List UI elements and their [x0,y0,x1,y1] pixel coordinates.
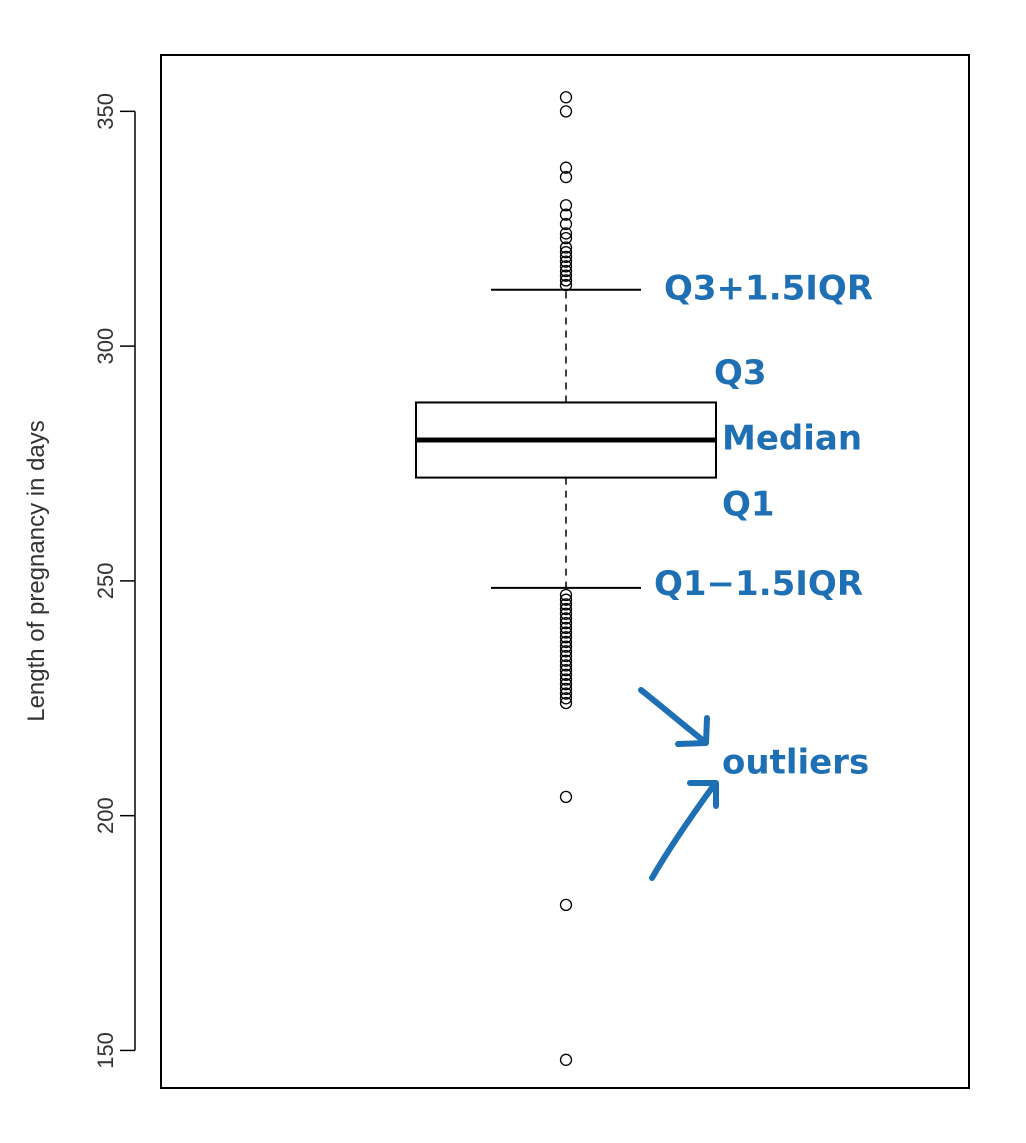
outlier-point [559,635,573,649]
y-axis-title: Length of pregnancy in days [23,420,50,722]
outlier-points [559,91,573,1066]
outlier-point [559,668,573,681]
outlier-point [559,645,573,658]
outlier-point [559,640,573,653]
outlier-point [559,663,573,677]
outlier-point [559,673,573,686]
annotation-label: Q3 [714,353,767,393]
annotation-label: outliers [722,743,869,783]
outlier-point [559,692,573,705]
plot-frame [160,54,970,1089]
outlier-point [559,682,573,696]
outlier-point [559,208,573,221]
outlier-point [559,231,573,245]
y-tick-label: 350 [93,93,118,130]
y-tick-label: 150 [93,1032,118,1069]
outlier-point [559,607,573,620]
arrow-upper [638,687,708,745]
outlier-point [559,626,573,639]
annotation-label: Q3+1.5IQR [664,268,873,308]
outlier-point [559,264,573,278]
annotation-label: Median [722,419,862,459]
outlier-point [559,274,573,287]
arrow-upper-head [675,715,710,747]
outlier-point [559,593,573,606]
y-tick-label: 200 [93,797,118,834]
outlier-point [559,278,573,292]
outlier-point [559,1053,573,1066]
outlier-point [559,217,573,231]
outlier-point [559,617,573,630]
outlier-point [559,602,573,616]
arrow-lower [649,782,717,881]
outlier-point [559,250,573,264]
arrow-lower-head [687,780,719,809]
outlier-point [559,678,573,691]
outlier-point [559,255,573,268]
outlier-point [559,199,573,212]
outlier-point [559,659,573,672]
outlier-point [559,588,573,602]
outlier-point [559,649,573,663]
outlier-point [559,105,573,118]
annotation-arrows [638,687,719,881]
outlier-point [559,687,573,700]
outlier-point [559,227,573,240]
outlier-point [559,898,573,912]
outlier-point [559,91,573,104]
outlier-point [559,241,573,254]
outlier-point [559,260,573,273]
outlier-point [559,598,573,611]
boxplot [415,288,717,589]
outlier-point [559,790,573,804]
outlier-point [559,631,573,644]
outlier-point [559,621,573,634]
outlier-point [559,696,573,710]
annotation-label: Q1 [722,484,775,524]
outlier-point [559,654,573,667]
outlier-point [559,612,573,625]
y-axis: 150 200 250 300 350 [93,93,136,1069]
outlier-point [559,269,573,282]
outlier-point [559,170,573,184]
outlier-point [559,161,573,174]
y-tick-label: 250 [93,563,118,600]
annotation-label: Q1−1.5IQR [654,564,863,604]
outlier-point [559,246,573,259]
handwritten-annotations: Q3+1.5IQR Q3 Median Q1 Q1−1.5IQR outliers [654,268,873,782]
y-tick-label: 300 [93,328,118,365]
